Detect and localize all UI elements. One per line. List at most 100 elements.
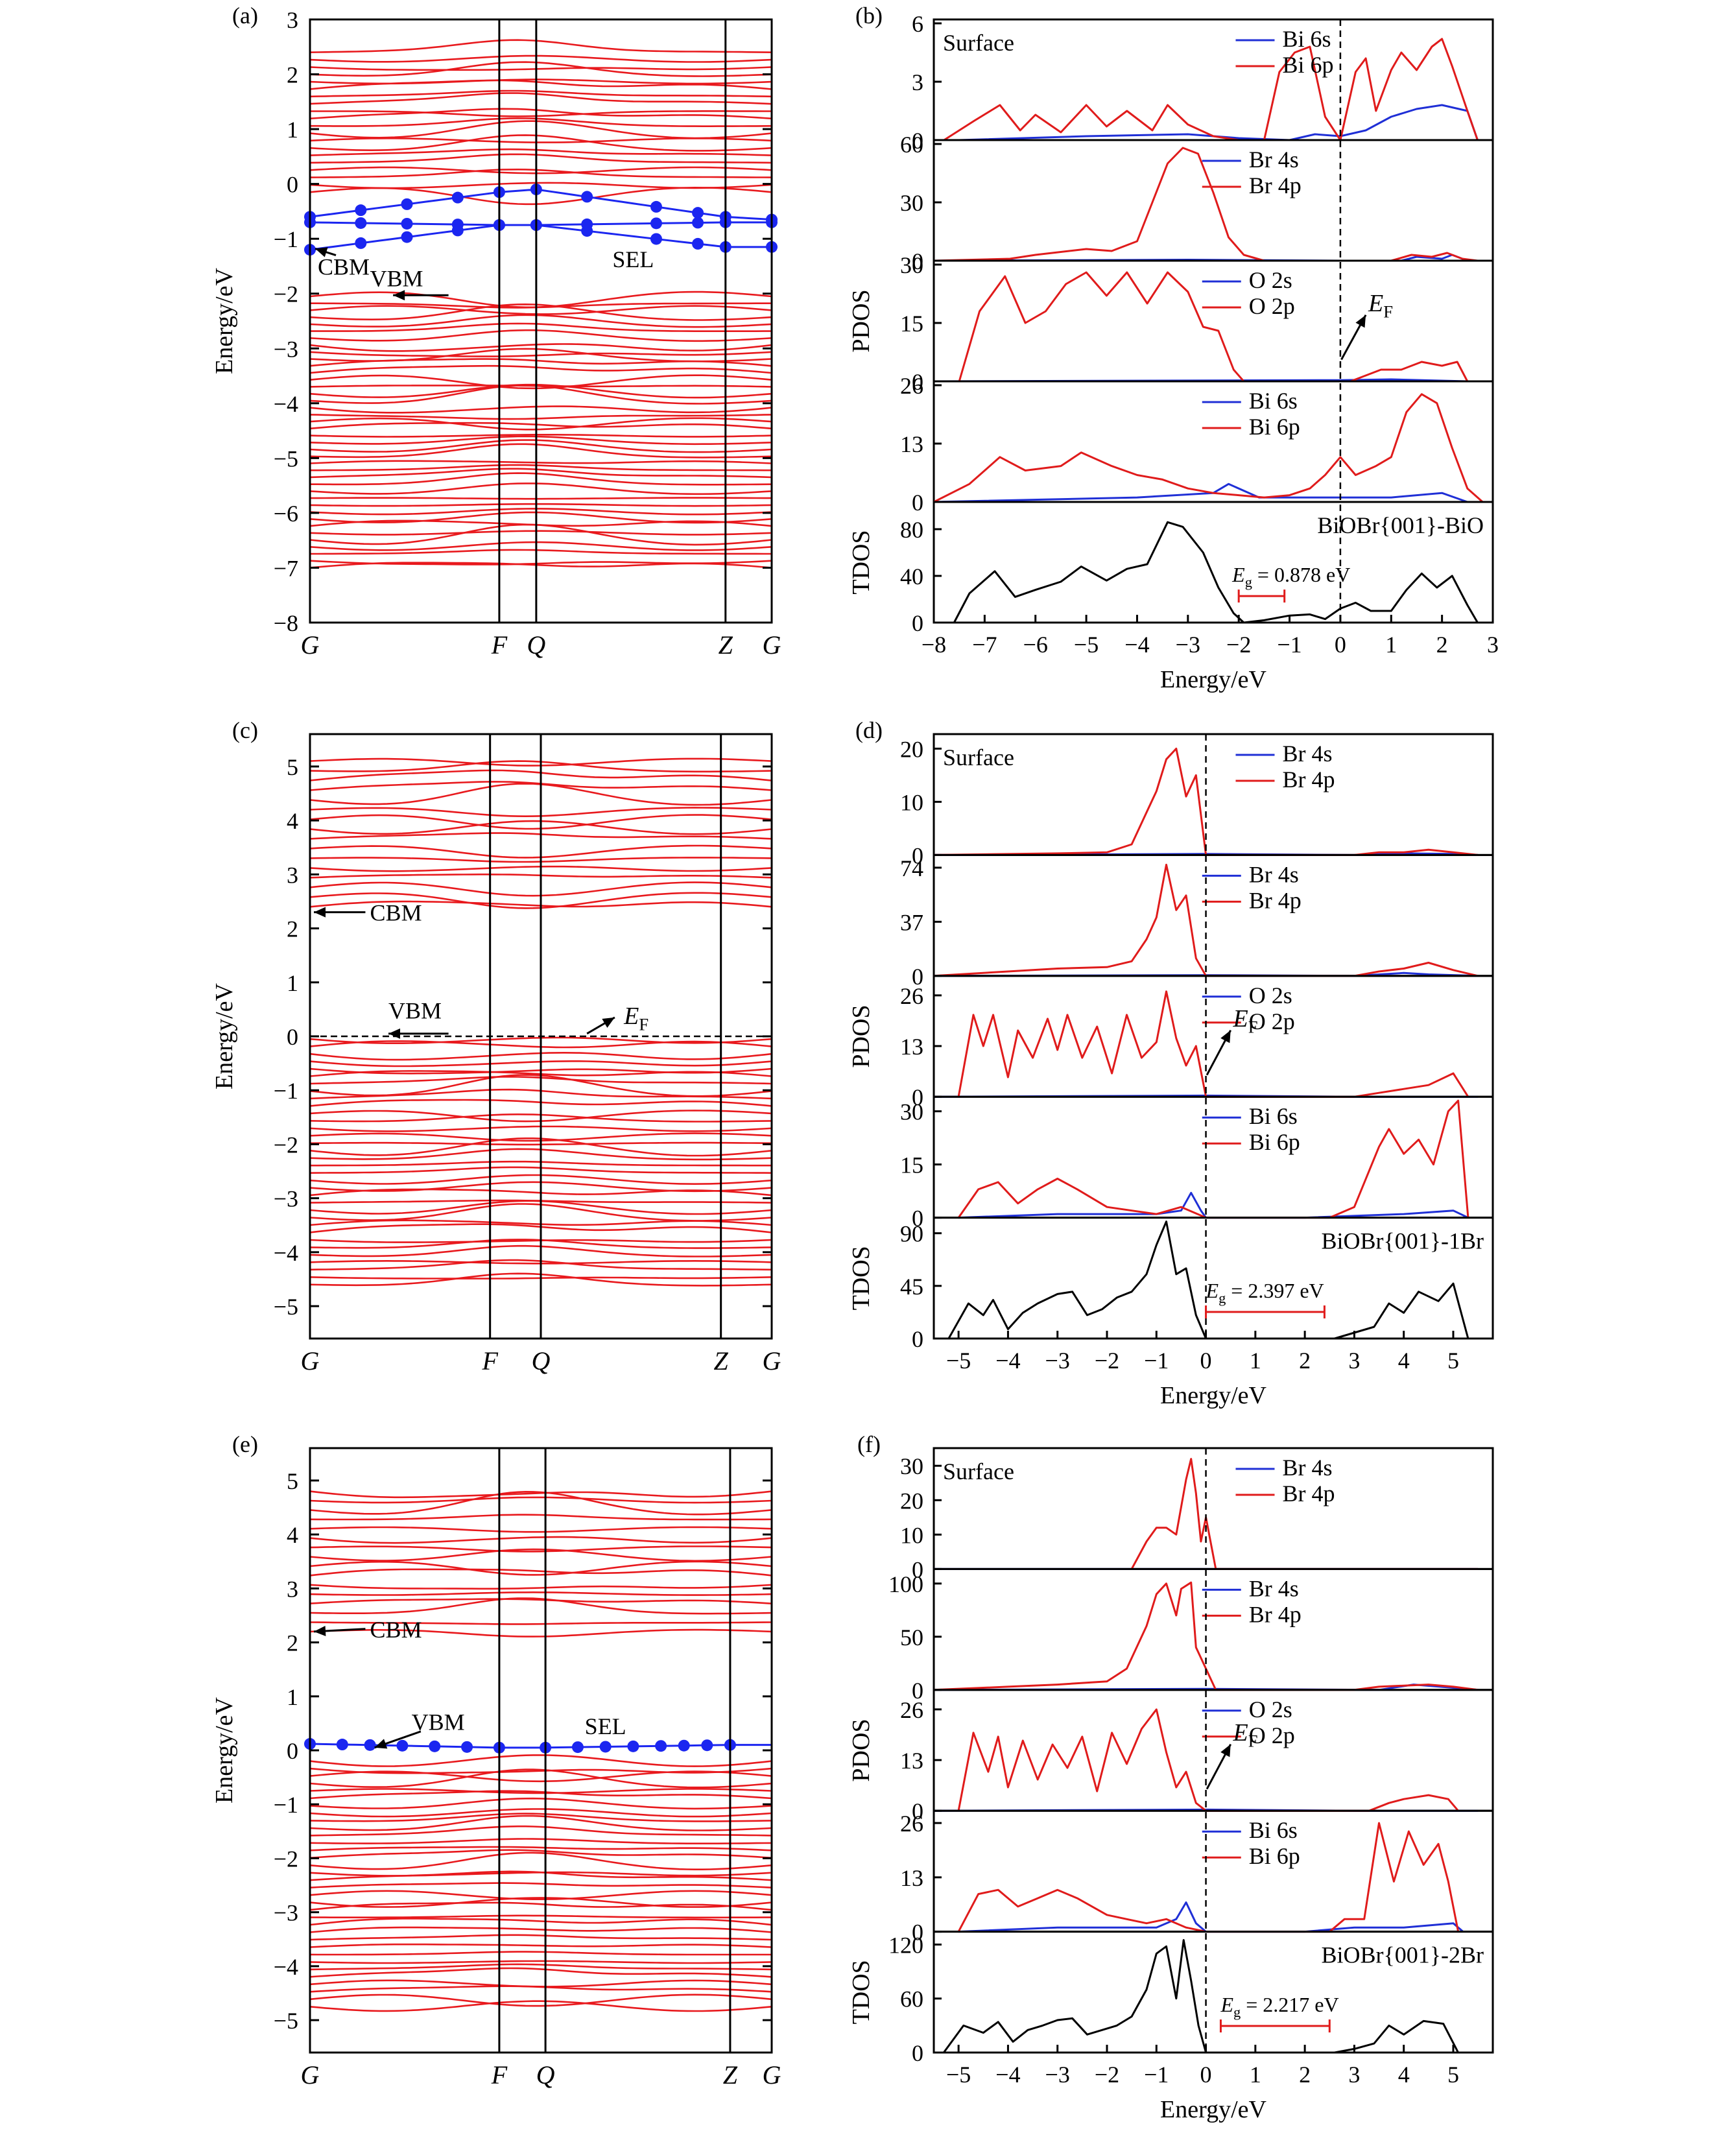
valence-band — [310, 549, 772, 555]
y-tick-label: 2 — [287, 916, 298, 942]
y-tick-label: −3 — [274, 1186, 298, 1212]
conduction-band — [309, 78, 772, 85]
ef-arrow-head — [602, 1017, 615, 1028]
surface-point — [627, 1740, 639, 1752]
y-tick-label: 120 — [888, 1932, 923, 1958]
subplot-frame — [933, 1447, 1494, 1570]
legend-label: O 2p — [1249, 1008, 1295, 1034]
dos-curve — [958, 271, 1469, 383]
x-axis-label: Energy/eV — [1160, 2096, 1266, 2123]
y-tick-label: 30 — [900, 190, 923, 216]
valence-band — [310, 497, 772, 500]
gap-label-subscript: g — [1245, 574, 1252, 590]
vbm-arrow-head — [393, 290, 405, 301]
y-tick-label: −2 — [274, 281, 298, 307]
fermi-label-subscript: F — [639, 1014, 648, 1034]
valence-band — [309, 1882, 772, 1888]
valence-band — [309, 351, 772, 357]
y-tick-label: −5 — [274, 2008, 298, 2034]
panel-label: (a) — [232, 3, 258, 29]
valence-band — [309, 417, 772, 431]
x-tick-label: 3 — [1348, 1348, 1360, 1374]
y-tick-label: −6 — [274, 501, 298, 527]
cbm-label: CBM — [370, 1617, 422, 1643]
y-tick-label: 80 — [900, 517, 923, 543]
panel-label: (c) — [232, 717, 258, 743]
surface-point — [429, 1740, 441, 1752]
fermi-label: EF — [1368, 290, 1393, 322]
legend-label: Br 4p — [1282, 767, 1335, 792]
dos-curve — [958, 1191, 1469, 1219]
cbm-arrow-head — [314, 907, 326, 918]
valence-band — [309, 303, 772, 321]
subplot-frame — [933, 1809, 1494, 1933]
gap-label-subscript: g — [1233, 2004, 1241, 2020]
legend-label: Br 4s — [1249, 147, 1299, 173]
y-tick-label: 3 — [912, 69, 923, 95]
fermi-label: EF — [1233, 1719, 1258, 1751]
x-tick-label: −3 — [1045, 1348, 1070, 1374]
x-tick-label: −4 — [995, 1348, 1020, 1374]
conduction-band — [309, 66, 772, 71]
y-tick-label: 4 — [287, 808, 298, 834]
y-tick-label: 0 — [912, 1556, 923, 1582]
x-tick-label: −2 — [1095, 2062, 1119, 2088]
y-tick-label: 13 — [900, 1865, 923, 1891]
k-point-label: G — [763, 2060, 781, 2090]
conduction-band — [309, 92, 772, 105]
pdos-axis-label: PDOS — [848, 289, 875, 352]
x-tick-label: 0 — [1200, 1348, 1212, 1374]
conduction-band — [309, 1628, 772, 1637]
subplot-frame — [933, 18, 1494, 141]
valence-band — [309, 511, 772, 524]
dos-curve — [957, 990, 1469, 1098]
y-tick-label: −5 — [274, 446, 298, 471]
y-tick-label: 1 — [287, 117, 298, 143]
fermi-label: EF — [1233, 1005, 1258, 1037]
valence-band — [309, 1960, 772, 1964]
surface-point — [401, 231, 413, 243]
dos-subplot: 0 45 90 — [900, 1217, 1494, 1352]
valence-band — [309, 1754, 772, 1767]
y-tick-label: 3 — [287, 862, 298, 888]
y-tick-label: 13 — [900, 431, 923, 457]
y-tick-label: 0 — [912, 610, 923, 636]
valence-band — [309, 468, 772, 479]
k-point-label: Q — [536, 2060, 555, 2090]
dos-curve — [933, 863, 1479, 977]
k-point-label: Z — [719, 630, 733, 660]
x-tick-label: 2 — [1436, 632, 1448, 658]
y-tick-label: 20 — [900, 736, 923, 762]
k-point-label: G — [301, 2060, 320, 2090]
y-tick-label: −8 — [274, 610, 298, 636]
legend-label: O 2p — [1249, 1722, 1295, 1748]
dos-curve — [933, 393, 1484, 503]
conduction-band — [309, 1496, 772, 1504]
surface-point — [451, 219, 464, 231]
dos-curve — [957, 1099, 1469, 1219]
conduction-band — [309, 137, 772, 143]
y-tick-label: 6 — [912, 11, 923, 37]
valence-band — [309, 541, 772, 551]
valence-band — [309, 1934, 772, 1941]
surface-point — [650, 217, 662, 230]
conduction-band — [309, 54, 772, 63]
x-tick-label: −2 — [1095, 1348, 1119, 1374]
valence-band — [310, 1914, 772, 1919]
valence-band — [309, 560, 772, 566]
valence-band — [309, 1967, 772, 1978]
subplot-frame — [933, 380, 1494, 503]
y-tick-label: 100 — [888, 1571, 923, 1597]
conduction-band — [309, 1597, 772, 1615]
y-tick-label: 0 — [912, 1798, 923, 1824]
surface-point — [692, 217, 704, 229]
subplot-frame — [933, 259, 1494, 383]
valence-band — [309, 374, 772, 390]
valence-band — [309, 1849, 772, 1859]
y-tick-label: 4 — [287, 1522, 298, 1548]
valence-band — [309, 443, 772, 458]
conduction-band — [309, 1526, 772, 1533]
y-tick-label: 0 — [912, 964, 923, 990]
